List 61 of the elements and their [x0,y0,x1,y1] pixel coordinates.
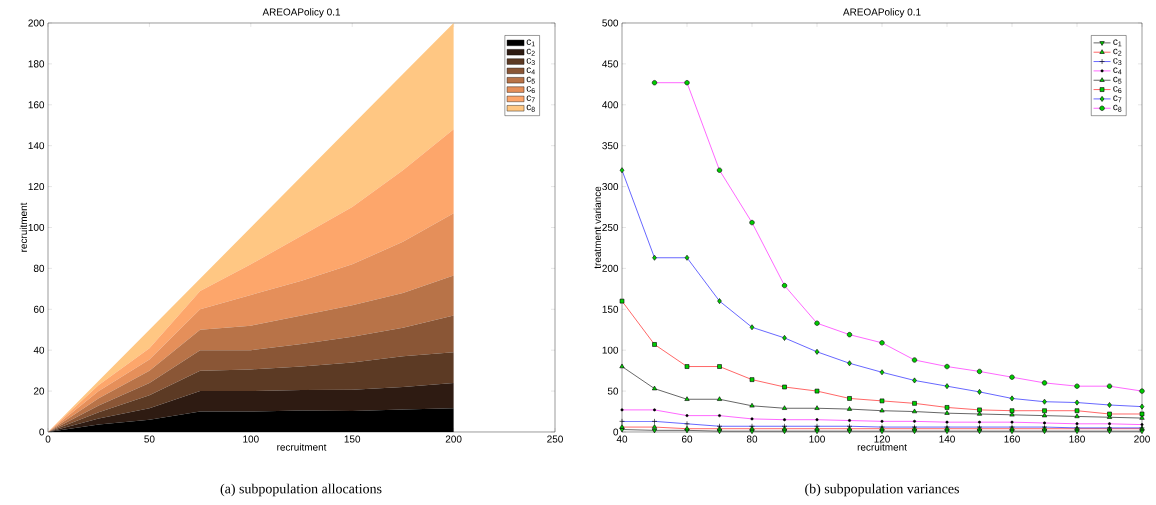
x-tick-label: 50 [144,435,155,443]
y-tick-label: 120 [28,183,45,191]
legend-label: c$_{2}$ [1113,48,1122,56]
legend-label: c$_{1}$ [1113,39,1122,47]
x-axis-title: recruitment [857,443,907,451]
chart-title: AREOAPolicy 0.1 [842,8,921,18]
x-tick-label: 180 [1069,435,1085,443]
y-tick-label: 80 [33,264,45,272]
y-tick-label: 300 [602,183,619,191]
legend-label: c$_{8}$ [1113,104,1122,112]
x-tick-label: 150 [344,435,361,443]
chart-title: AREOAPolicy 0.1 [262,8,341,18]
x-tick-label: 80 [746,435,758,443]
y-tick-label: 60 [33,305,45,313]
legend-label: c$_{6}$ [1113,86,1122,94]
legend-label: c$_{8}$ [526,104,535,112]
legend-label: c$_{4}$ [1113,67,1122,75]
y-tick-label: 180 [28,60,45,68]
x-tick-label: 100 [809,435,825,443]
y-tick-label: 50 [607,387,619,395]
legend-label: c$_{1}$ [526,39,535,47]
y-tick-label: 500 [602,19,619,27]
x-tick-label: 140 [939,435,955,443]
y-tick-label: 160 [28,101,45,109]
x-tick-label: 120 [874,435,890,443]
legend-label: c$_{3}$ [1113,58,1122,66]
x-tick-label: 200 [1134,435,1150,443]
text: (b) subpopulation variances [805,483,959,497]
x-tick-label: 200 [445,435,462,443]
legend-label: c$_{5}$ [1113,76,1122,84]
legend-label: c$_{2}$ [526,48,535,56]
y-tick-label: 140 [28,142,45,150]
y-axis-title: treatment variance [593,186,602,269]
x-tick-label: 100 [243,435,259,443]
legend-label: c$_{4}$ [526,67,535,75]
y-tick-label: 20 [33,387,45,395]
x-axis-title: recruitment [277,443,327,451]
legend-label: c$_{6}$ [526,86,535,94]
y-tick-label: 400 [602,101,619,109]
y-tick-label: 0 [39,428,45,436]
x-tick-label: 40 [616,435,628,443]
legend-label: c$_{3}$ [526,58,535,66]
x-tick-label: 160 [1004,435,1020,443]
y-tick-label: 100 [602,346,619,354]
y-axis-title: recruitment [19,202,28,252]
y-tick-label: 200 [28,19,45,27]
x-tick-label: 250 [547,435,563,443]
y-tick-label: 250 [602,223,619,232]
text: (a) subpopulation allocations [220,483,382,497]
y-tick-label: 350 [602,142,619,150]
y-tick-label: 200 [602,264,619,272]
x-tick-label: 60 [681,435,693,443]
y-tick-label: 100 [28,223,45,232]
legend-label: c$_{7}$ [1113,95,1122,103]
y-tick-label: 40 [33,346,45,354]
y-tick-label: 450 [602,60,619,68]
legend-label: c$_{5}$ [526,76,535,84]
y-tick-label: 0 [613,428,619,436]
x-tick-label: 0 [45,435,51,443]
legend-label: c$_{7}$ [526,95,535,103]
y-tick-label: 150 [602,305,619,313]
